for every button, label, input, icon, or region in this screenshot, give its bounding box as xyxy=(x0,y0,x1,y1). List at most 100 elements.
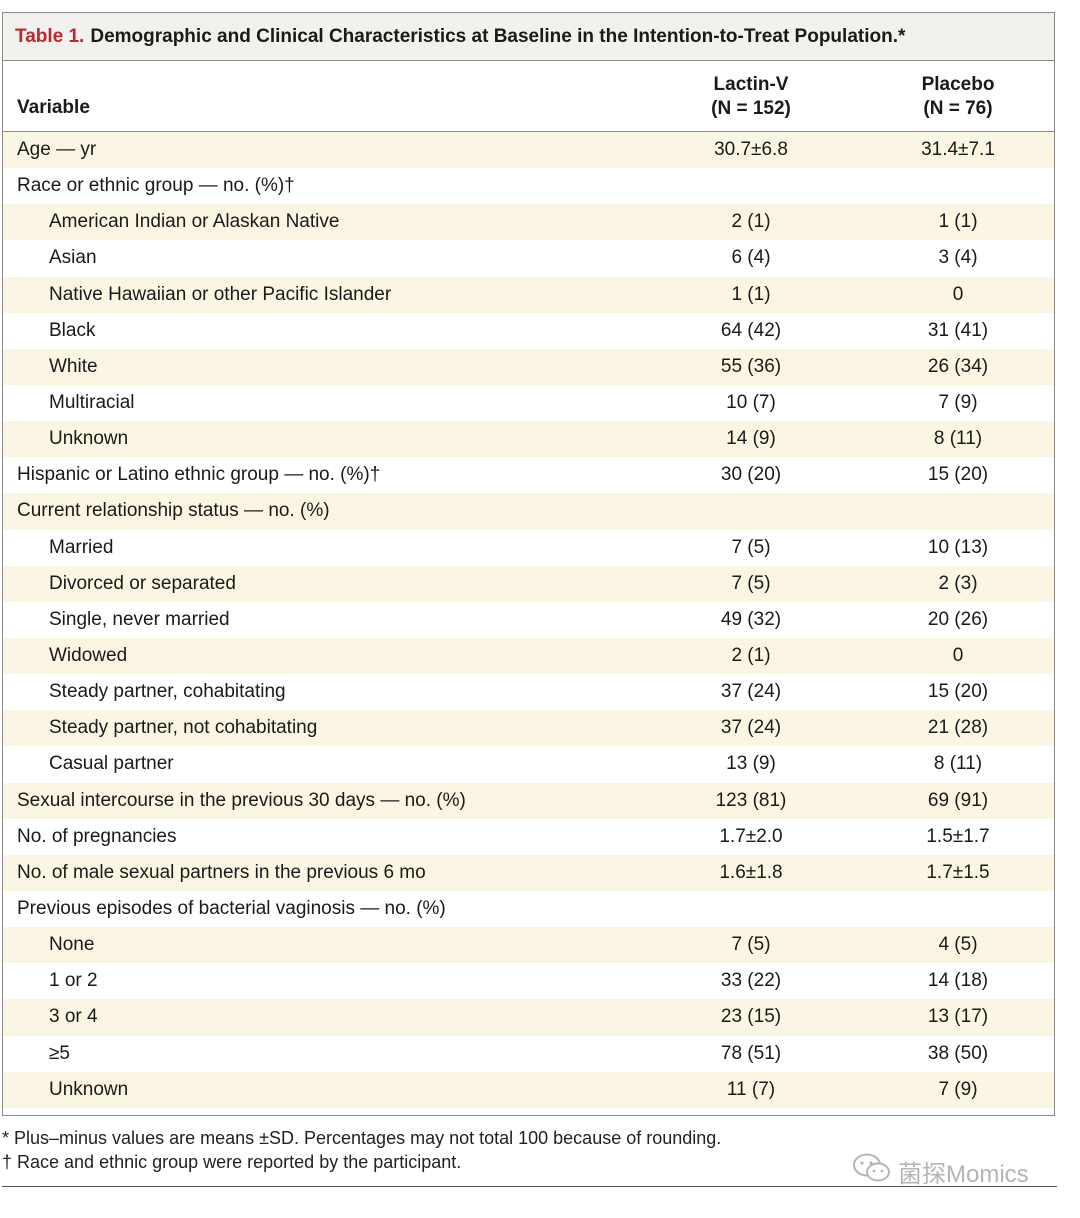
row-label: Sexual intercourse in the previous 30 da… xyxy=(17,789,466,811)
column-header-lactin-v: Lactin-V (N = 152) xyxy=(651,73,851,121)
cell-placebo: 15 (20) xyxy=(927,681,989,703)
table-frame: Table 1. Demographic and Clinical Charac… xyxy=(2,12,1055,1116)
row-label: Native Hawaiian or other Pacific Islande… xyxy=(49,283,392,305)
cell-lactin-v: 33 (22) xyxy=(720,970,782,992)
row-label: ≥5 xyxy=(49,1042,70,1064)
cell-placebo: 7 (9) xyxy=(938,391,978,413)
cell-lactin-v: 123 (81) xyxy=(715,789,787,811)
row-label: Current relationship status — no. (%) xyxy=(17,500,330,522)
cell-placebo: 1.7±1.5 xyxy=(926,861,990,883)
row-label: Multiracial xyxy=(49,391,135,413)
row-label: Unknown xyxy=(49,1078,129,1100)
table-row: American Indian or Alaskan Native 2 (1) 1 … xyxy=(3,204,1054,241)
table-row: Single, never married 49 (32) 20 (26) xyxy=(3,602,1054,638)
row-label: None xyxy=(49,934,95,956)
cell-lactin-v: 7 (5) xyxy=(731,536,771,558)
table-row: Multiracial 10 (7) 7 (9) xyxy=(3,385,1054,421)
table-row: Black 64 (42) 31 (41) xyxy=(3,313,1054,349)
table-row: Race or ethnic group — no. (%)† xyxy=(3,168,1054,204)
cell-lactin-v: 30 (20) xyxy=(720,464,782,486)
cell-placebo: 2 (3) xyxy=(938,572,978,594)
cell-placebo: 13 (17) xyxy=(927,1006,989,1028)
row-label: No. of pregnancies xyxy=(17,825,177,847)
cell-lactin-v: 10 (7) xyxy=(726,391,776,413)
column-header-placebo-n: (N = 76) xyxy=(923,98,993,119)
row-label: Race or ethnic group — no. (%)† xyxy=(17,175,295,197)
row-label: 1 or 2 xyxy=(49,970,98,992)
column-header-lactin-v-name: Lactin-V xyxy=(713,74,789,95)
row-label: Single, never married xyxy=(49,608,230,630)
cell-lactin-v: 55 (36) xyxy=(720,355,782,377)
table-row: Steady partner, cohabitating 37 (24) 15 (2… xyxy=(3,674,1054,710)
cell-placebo: 38 (50) xyxy=(927,1042,989,1064)
table-row: 1 or 2 33 (22) 14 (18) xyxy=(3,963,1054,999)
table-row: Steady partner, not cohabitating 37 (24) 2… xyxy=(3,710,1054,747)
row-label: White xyxy=(49,355,98,377)
row-label: Unknown xyxy=(49,428,129,450)
column-header-placebo-name: Placebo xyxy=(921,74,995,95)
cell-lactin-v: 13 (9) xyxy=(726,753,776,775)
footnote-star: * Plus–minus values are means ±SD. Perce… xyxy=(2,1128,722,1148)
table-body: Age — yr 30.7±6.8 31.4±7.1 Race or ethnic g… xyxy=(3,132,1054,1108)
watermark-text: 菌探Momics xyxy=(898,1161,1029,1188)
cell-placebo: 20 (26) xyxy=(927,608,989,630)
cell-lactin-v: 2 (1) xyxy=(731,211,771,233)
cell-lactin-v: 64 (42) xyxy=(720,319,782,341)
cell-lactin-v: 7 (5) xyxy=(731,934,771,956)
row-label: Hispanic or Latino ethnic group — no. (%… xyxy=(17,464,381,486)
cell-lactin-v: 14 (9) xyxy=(726,428,776,450)
table-row: Sexual intercourse in the previous 30 da… xyxy=(3,782,1054,819)
table-caption: Demographic and Clinical Characteristics… xyxy=(90,25,906,47)
table-row: White 55 (36) 26 (34) xyxy=(3,348,1054,385)
cell-placebo: 31.4±7.1 xyxy=(921,139,995,160)
table-row: ≥5 78 (51) 38 (50) xyxy=(3,1036,1054,1072)
row-label: 3 or 4 xyxy=(49,1006,98,1028)
cell-lactin-v: 2 (1) xyxy=(731,644,771,666)
column-header-lactin-v-n: (N = 152) xyxy=(711,98,791,119)
table-row: Previous episodes of bacterial vaginosis… xyxy=(3,891,1054,927)
cell-placebo: 69 (91) xyxy=(927,789,989,811)
row-label: Black xyxy=(49,319,96,341)
row-label: Previous episodes of bacterial vaginosis… xyxy=(17,897,446,919)
table-row: Current relationship status — no. (%) xyxy=(3,493,1054,530)
cell-lactin-v: 78 (51) xyxy=(720,1042,782,1064)
table-row: None 7 (5) 4 (5) xyxy=(3,927,1054,964)
cell-lactin-v: 11 (7) xyxy=(726,1078,776,1100)
table-row: Native Hawaiian or other Pacific Islande… xyxy=(3,276,1054,313)
row-label: Married xyxy=(49,536,114,558)
row-label: Widowed xyxy=(49,644,128,666)
row-label: American Indian or Alaskan Native xyxy=(49,211,340,233)
cell-placebo: 7 (9) xyxy=(938,1078,978,1100)
row-label: No. of male sexual partners in the previ… xyxy=(17,861,426,883)
table-row: Unknown 11 (7) 7 (9) xyxy=(3,1071,1054,1108)
cell-placebo: 31 (41) xyxy=(927,319,989,341)
table-row: Married 7 (5) 10 (13) xyxy=(3,530,1054,566)
cell-placebo: 21 (28) xyxy=(927,717,989,739)
wechat-icon xyxy=(852,1152,892,1191)
cell-placebo: 8 (11) xyxy=(933,428,983,450)
cell-placebo: 4 (5) xyxy=(938,934,978,956)
bottom-divider xyxy=(2,1186,1057,1187)
row-label: Asian xyxy=(49,247,97,269)
column-header-row: Variable Lactin-V (N = 152) Placebo (N =… xyxy=(3,61,1054,132)
cell-lactin-v: 7 (5) xyxy=(731,572,771,594)
row-label: Casual partner xyxy=(49,753,174,775)
table-row: Asian 6 (4) 3 (4) xyxy=(3,240,1054,276)
cell-placebo: 1.5±1.7 xyxy=(926,825,990,847)
table-number: Table 1. xyxy=(15,25,85,47)
cell-lactin-v: 1 (1) xyxy=(731,283,771,305)
table-row: Age — yr 30.7±6.8 31.4±7.1 xyxy=(3,132,1054,169)
cell-placebo: 26 (34) xyxy=(927,355,989,377)
watermark: 菌探Momics xyxy=(852,1152,1029,1191)
footnote-dagger: † Race and ethnic group were reported by… xyxy=(2,1152,462,1172)
cell-lactin-v: 6 (4) xyxy=(731,247,771,269)
cell-lactin-v: 1.7±2.0 xyxy=(719,825,783,847)
table-row: No. of male sexual partners in the previ… xyxy=(3,854,1054,891)
cell-placebo: 10 (13) xyxy=(927,536,989,558)
table-row: No. of pregnancies 1.7±2.0 1.5±1.7 xyxy=(3,819,1054,855)
column-header-placebo: Placebo (N = 76) xyxy=(858,73,1058,121)
cell-placebo: 15 (20) xyxy=(927,464,989,486)
table-title: Table 1. Demographic and Clinical Charac… xyxy=(3,13,1054,61)
row-label: Age — yr xyxy=(17,139,97,160)
table-row: Widowed 2 (1) 0 xyxy=(3,637,1054,675)
